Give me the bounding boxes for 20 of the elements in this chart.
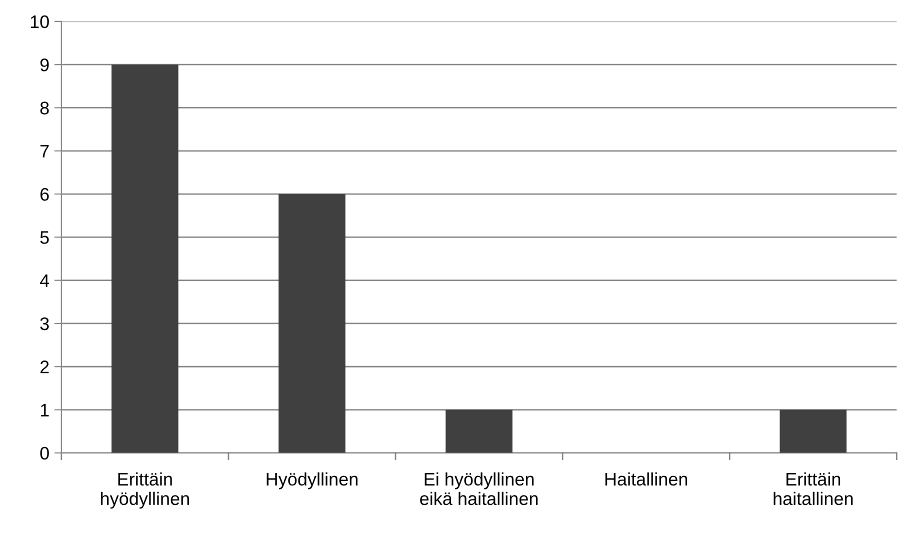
bar <box>780 410 847 453</box>
y-tick-label: 6 <box>40 188 49 201</box>
y-tick-label: 5 <box>40 231 49 244</box>
y-tick-label: 4 <box>40 274 50 287</box>
y-tick-label: 1 <box>40 404 49 416</box>
x-tick-label: Hyödyllinen <box>266 472 358 490</box>
x-tick-label: Erittäin haitallinen <box>774 472 853 506</box>
y-tick-label: 8 <box>40 102 49 114</box>
y-tick-label: 3 <box>40 317 49 330</box>
y-tick-label: 7 <box>40 145 49 158</box>
y-tick-label: 9 <box>40 58 49 72</box>
bar <box>446 410 512 453</box>
x-tick-label: Erittäin hyödyllinen <box>101 472 189 509</box>
y-tick-label: 0 <box>40 446 49 460</box>
x-tick-label: Ei hyödyllinen eikä haitallinen <box>420 472 538 506</box>
x-tick-label: Haitallinen <box>605 472 688 486</box>
bar <box>112 64 178 453</box>
bar <box>278 194 346 453</box>
y-tick-label: 10 <box>30 15 49 28</box>
y-tick-label: 2 <box>40 360 49 374</box>
